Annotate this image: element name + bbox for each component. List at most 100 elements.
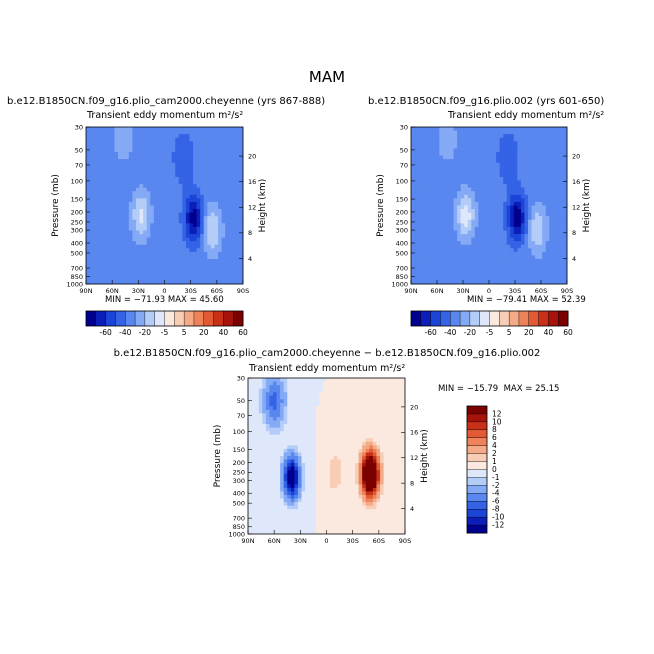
panel1-cell [146, 155, 151, 160]
panel2-cell [460, 262, 465, 267]
panel2-cell [457, 141, 462, 146]
panel1-cell [100, 266, 105, 271]
panel3-cell [276, 434, 281, 439]
panel2-cell [432, 273, 437, 278]
panel2-cell [442, 241, 447, 246]
panel2-cell [414, 151, 419, 156]
panel2-cell [460, 198, 465, 203]
panel1-xtick-label: 90S [237, 287, 249, 295]
panel3-cell [330, 388, 335, 393]
panel2-cell [552, 127, 557, 131]
panel2-title: b.e12.B1850CN.f09_g16.plio.002 (yrs 601-… [368, 96, 605, 107]
panel3-cell [340, 434, 345, 439]
panel1-cell [157, 191, 162, 196]
panel1-cell [185, 151, 190, 156]
panel1-cell [114, 155, 119, 160]
panel2-cell [510, 184, 515, 189]
panel1-cell [160, 216, 165, 221]
panel3-cell [297, 402, 302, 407]
panel1-cell [139, 173, 144, 178]
panel3-cell [397, 378, 402, 382]
panel2-cell [428, 234, 433, 239]
panel2-cell [485, 184, 490, 189]
panel1-cell [168, 269, 173, 274]
panel1-cell [185, 223, 190, 228]
panel2-cell [489, 251, 493, 256]
panel2-cell [552, 216, 557, 221]
panel3-cell [333, 417, 338, 421]
panel2-cell [411, 151, 415, 156]
panel1-cell [207, 244, 212, 249]
panel2-cell [471, 194, 476, 199]
panel3-cell [340, 424, 345, 429]
panel1-cell [193, 212, 198, 217]
panel1-cell [232, 209, 237, 214]
panel3-cell [358, 388, 363, 393]
panel3-cell [258, 441, 263, 446]
panel1-cell [128, 191, 133, 196]
panel3-cell [326, 445, 331, 450]
panel1-cell [207, 212, 212, 217]
panel1-cell [146, 187, 151, 192]
panel2-cell [471, 162, 476, 167]
panel2-cell [549, 209, 554, 214]
panel1-cell [232, 269, 237, 274]
panel1-cell [121, 151, 126, 156]
panel2-cell [524, 130, 529, 135]
panel1-cell [189, 276, 194, 281]
panel2-cell [442, 151, 447, 156]
panel1-cell [210, 273, 215, 278]
panel2-cell [414, 276, 419, 281]
panel1-cell [160, 173, 165, 178]
panel2-cell [464, 209, 469, 214]
panel2-cell [432, 223, 437, 228]
panel1-cell [110, 173, 115, 178]
panel2-cell [542, 269, 547, 274]
panel2-cell [531, 191, 536, 196]
panel2-cell [460, 209, 465, 214]
panel1-cell [193, 144, 198, 149]
panel2-cell [556, 226, 561, 231]
panel2-cell [428, 251, 433, 256]
panel2-cell [421, 191, 426, 196]
panel1-cell [182, 180, 187, 185]
panel2-cell [563, 180, 568, 185]
panel1-cell [210, 180, 215, 185]
panel2-cell [513, 169, 518, 174]
panel1-cell [157, 127, 162, 131]
panel2-cell [435, 280, 440, 285]
panel1-cell [182, 280, 187, 285]
panel2-cell [464, 187, 469, 192]
panel2-cell [552, 226, 557, 231]
panel1-cell [235, 216, 240, 221]
panel2-cell [481, 212, 486, 217]
panel1-cell [135, 155, 140, 160]
panel2-cell [471, 273, 476, 278]
panel2-cell [563, 248, 568, 253]
panel1-cell [103, 134, 108, 139]
panel2-cell [467, 226, 472, 231]
panel2-cell [450, 198, 454, 203]
panel2-cell [520, 266, 525, 271]
panel1-cell [160, 244, 165, 249]
panel3-cell [344, 378, 349, 382]
panel1-cell [193, 205, 198, 210]
panel3-cell [287, 413, 292, 418]
panel3-cell [258, 452, 263, 457]
panel3-cell [290, 431, 295, 436]
panel2-cell [485, 191, 490, 196]
panel2-cell [467, 209, 472, 214]
panel1-cell [107, 205, 112, 210]
panel1-cell [114, 148, 119, 153]
panel2-cell [535, 180, 540, 185]
panel1-cell [228, 216, 233, 221]
panel3-cell [258, 427, 263, 432]
panel1-cell [218, 251, 222, 256]
panel2-cell [492, 259, 497, 263]
panel1-cell [93, 191, 98, 196]
panel1-cell [239, 166, 244, 171]
panel1-cell [221, 248, 226, 253]
panel3-cell [333, 385, 338, 390]
panel1-cell [86, 130, 90, 135]
panel1-cell [175, 205, 180, 210]
